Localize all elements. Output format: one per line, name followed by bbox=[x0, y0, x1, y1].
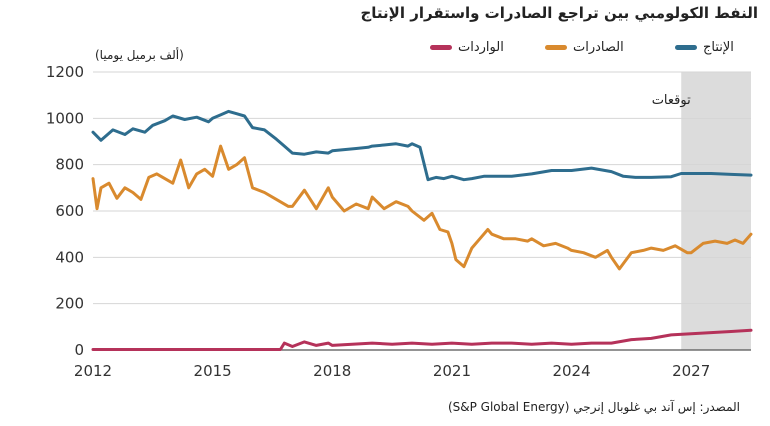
x-tick-label: 2015 bbox=[194, 362, 232, 380]
production-line bbox=[91, 109, 753, 182]
y-tick-label: 800 bbox=[55, 156, 84, 174]
legend-label: الصادرات bbox=[573, 40, 624, 55]
legend-item-imports: الواردات bbox=[430, 40, 504, 55]
x-tick-label: 2012 bbox=[74, 362, 112, 380]
legend-label: الواردات bbox=[458, 40, 504, 55]
y-axis-unit: (ألف برميل يوميا) bbox=[95, 48, 184, 62]
legend-label: الإنتاج bbox=[703, 40, 734, 55]
legend-swatch bbox=[545, 45, 567, 50]
y-tick-label: 0 bbox=[74, 341, 84, 359]
x-tick-label: 2027 bbox=[672, 362, 710, 380]
y-tick-label: 200 bbox=[55, 295, 84, 313]
y-tick-label: 1200 bbox=[46, 63, 84, 81]
y-tick-label: 600 bbox=[55, 202, 84, 220]
legend-item-exports: الصادرات bbox=[545, 40, 624, 55]
imports-line bbox=[91, 328, 753, 351]
source-note: المصدر: إس آند بي غلوبال إنرجي (S&P Glob… bbox=[447, 400, 740, 414]
exports-line bbox=[91, 144, 753, 271]
legend-swatch bbox=[430, 45, 452, 50]
y-tick-label: 400 bbox=[55, 248, 84, 266]
x-tick-label: 2024 bbox=[552, 362, 590, 380]
legend-item-production: الإنتاج bbox=[675, 40, 734, 55]
legend: الإنتاج الصادرات الواردات bbox=[0, 40, 770, 60]
forecast-label: توقعات bbox=[652, 93, 691, 108]
chart-title: النفط الكولومبي بين تراجع الصادرات واستق… bbox=[360, 4, 758, 22]
x-tick-label: 2018 bbox=[313, 362, 351, 380]
x-tick-label: 2021 bbox=[433, 362, 471, 380]
legend-swatch bbox=[675, 45, 697, 50]
y-tick-label: 1000 bbox=[46, 109, 84, 127]
